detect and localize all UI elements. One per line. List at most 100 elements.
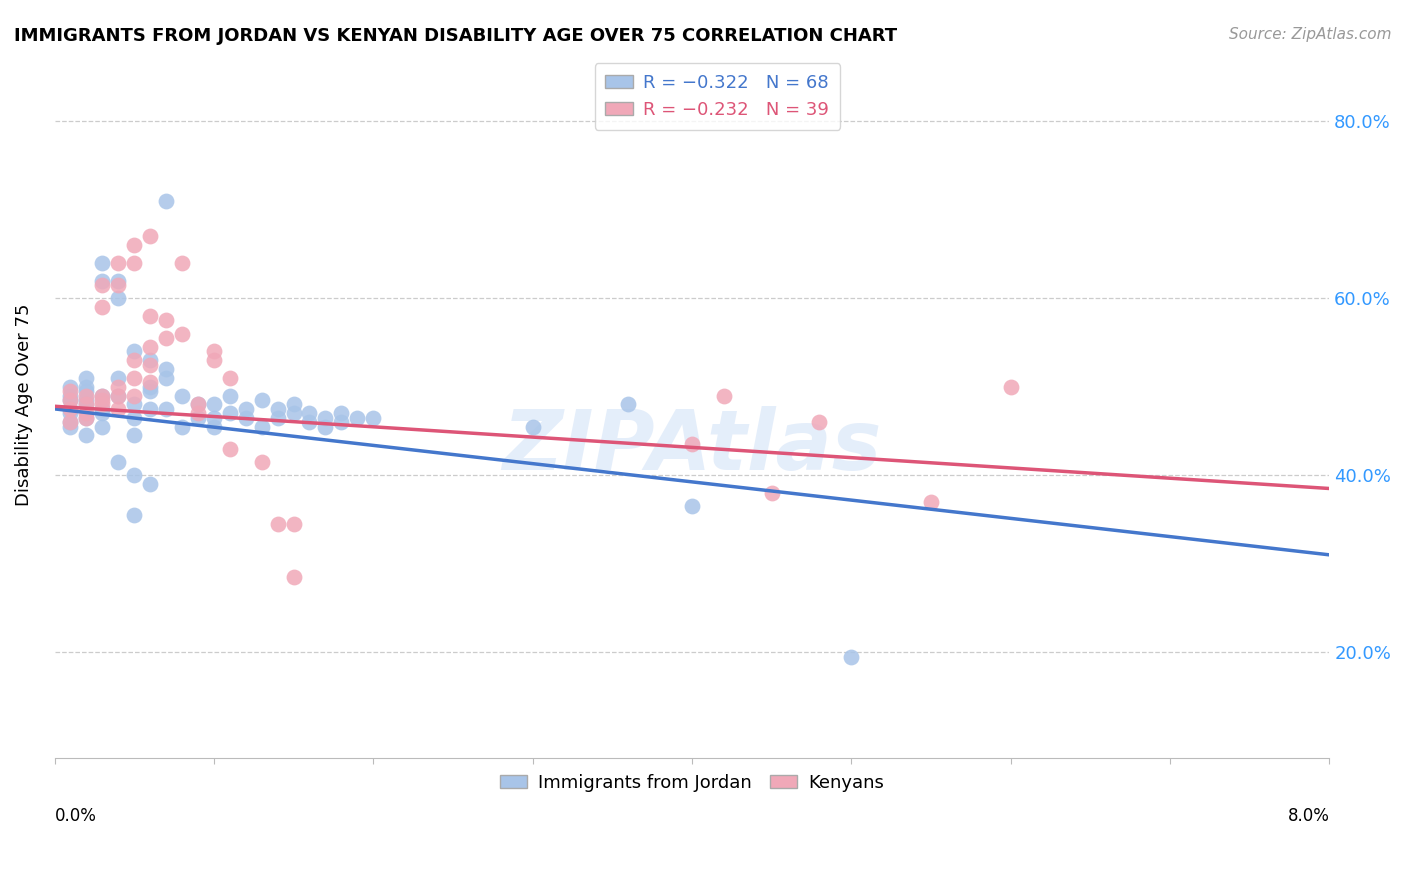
Point <box>122 410 145 425</box>
Point <box>122 256 145 270</box>
Point <box>298 406 321 420</box>
Point <box>122 344 145 359</box>
Point <box>283 570 305 584</box>
Point <box>107 256 129 270</box>
Point <box>122 428 145 442</box>
Point <box>617 397 640 411</box>
Text: 0.0%: 0.0% <box>55 807 97 825</box>
Point <box>107 291 129 305</box>
Point <box>235 410 257 425</box>
Point <box>139 376 162 390</box>
Point <box>139 353 162 368</box>
Point <box>139 380 162 394</box>
Point <box>59 392 82 407</box>
Point <box>122 397 145 411</box>
Text: 8.0%: 8.0% <box>1288 807 1329 825</box>
Point <box>59 401 82 416</box>
Point <box>91 392 114 407</box>
Point <box>122 508 145 522</box>
Point <box>218 389 240 403</box>
Text: Source: ZipAtlas.com: Source: ZipAtlas.com <box>1229 27 1392 42</box>
Point <box>75 410 97 425</box>
Point <box>107 278 129 293</box>
Point <box>155 371 177 385</box>
Point <box>713 389 735 403</box>
Point <box>681 499 703 513</box>
Point <box>522 419 544 434</box>
Point <box>155 401 177 416</box>
Point <box>170 389 193 403</box>
Point <box>330 406 353 420</box>
Point <box>314 419 336 434</box>
Point <box>75 410 97 425</box>
Point <box>122 353 145 368</box>
Point <box>218 442 240 456</box>
Point <box>155 313 177 327</box>
Point <box>920 495 942 509</box>
Point <box>122 389 145 403</box>
Point <box>91 256 114 270</box>
Point <box>139 384 162 399</box>
Point <box>75 406 97 420</box>
Point <box>187 397 209 411</box>
Point <box>139 358 162 372</box>
Point <box>107 401 129 416</box>
Point <box>59 389 82 403</box>
Point <box>266 410 288 425</box>
Point <box>283 406 305 420</box>
Point <box>75 380 97 394</box>
Point <box>283 397 305 411</box>
Point <box>808 415 831 429</box>
Point <box>59 384 82 399</box>
Y-axis label: Disability Age Over 75: Disability Age Over 75 <box>15 303 32 506</box>
Point <box>75 397 97 411</box>
Point <box>1000 380 1022 394</box>
Point <box>122 371 145 385</box>
Text: IMMIGRANTS FROM JORDAN VS KENYAN DISABILITY AGE OVER 75 CORRELATION CHART: IMMIGRANTS FROM JORDAN VS KENYAN DISABIL… <box>14 27 897 45</box>
Point <box>202 410 225 425</box>
Point <box>839 649 862 664</box>
Point <box>202 397 225 411</box>
Point <box>139 309 162 323</box>
Point <box>91 397 114 411</box>
Point <box>202 353 225 368</box>
Point <box>266 516 288 531</box>
Point <box>59 415 82 429</box>
Point <box>250 392 273 407</box>
Point <box>202 419 225 434</box>
Point <box>75 392 97 407</box>
Point <box>91 389 114 403</box>
Legend: Immigrants from Jordan, Kenyans: Immigrants from Jordan, Kenyans <box>494 766 891 798</box>
Point <box>91 401 114 416</box>
Point <box>155 331 177 345</box>
Point <box>91 278 114 293</box>
Point <box>187 410 209 425</box>
Point <box>59 419 82 434</box>
Point <box>91 274 114 288</box>
Point <box>170 419 193 434</box>
Point <box>298 415 321 429</box>
Point <box>91 389 114 403</box>
Point <box>91 300 114 314</box>
Text: ZIPAtlas: ZIPAtlas <box>502 407 882 487</box>
Point <box>107 380 129 394</box>
Point <box>139 401 162 416</box>
Point <box>187 397 209 411</box>
Point <box>75 397 97 411</box>
Point <box>170 256 193 270</box>
Point <box>107 455 129 469</box>
Point <box>59 406 82 420</box>
Point <box>107 389 129 403</box>
Point <box>266 401 288 416</box>
Point <box>107 371 129 385</box>
Point <box>314 410 336 425</box>
Point <box>170 326 193 341</box>
Point <box>75 371 97 385</box>
Point <box>59 380 82 394</box>
Point <box>218 371 240 385</box>
Point <box>235 401 257 416</box>
Point <box>139 340 162 354</box>
Point <box>91 419 114 434</box>
Point <box>59 401 82 416</box>
Point <box>59 415 82 429</box>
